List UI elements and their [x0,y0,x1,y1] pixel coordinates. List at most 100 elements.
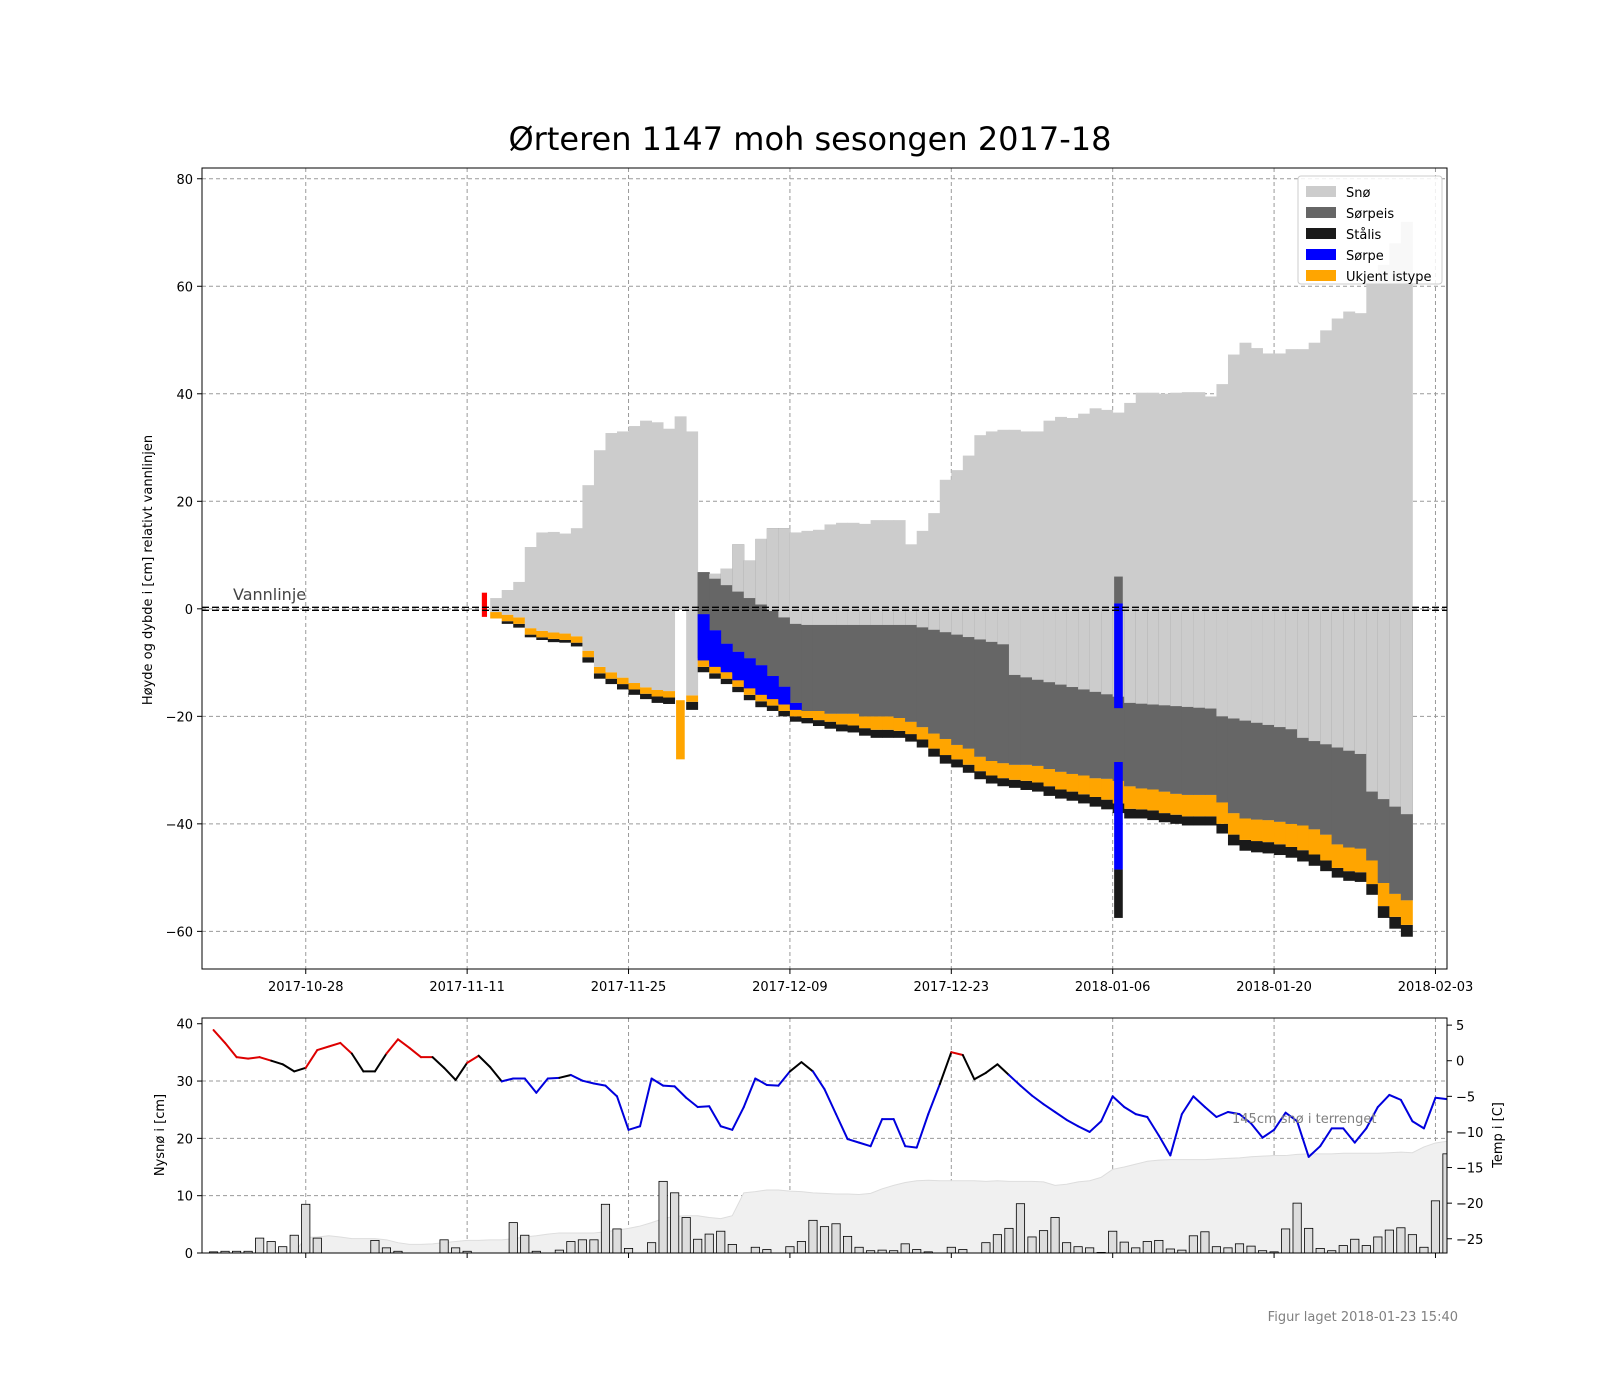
unknown-ice-bar [939,738,952,756]
temp-line-segment [466,1054,480,1064]
snow-bar [1170,392,1183,707]
unknown-ice-bar [859,716,872,729]
unknown-ice-bar [801,710,814,718]
temp-line-segment [408,1046,423,1059]
ice-panel: Vannlinje −60 −40 −20 0 20 40 60 80 2017-10-28 20… [141,167,1473,995]
newsnow-bar [750,1246,760,1253]
snow-bar [1020,431,1033,678]
temp-line-segment [523,1077,538,1094]
temp-line-segment [984,1063,999,1074]
slush-ice-bar [916,627,929,728]
slush-ice-bar [732,608,745,652]
unknown-ice-bar [1320,834,1333,861]
black-ice-bar [1389,916,1402,929]
temp-line-segment [304,1049,319,1069]
slush-ice-bar [1227,718,1240,814]
unknown-ice-bar [1285,823,1298,847]
unknown-ice-bar [1308,829,1321,855]
unknown-ice-bar [1066,773,1079,792]
black-ice-bar [1181,816,1194,826]
snow-bar [720,568,733,586]
temp-line-segment [443,1066,457,1081]
slush-ice-bar [1308,741,1321,830]
newsnow-bar [958,1249,968,1253]
unknown-ice-bar [617,677,629,685]
black-ice-bar [928,748,941,757]
slush-ice-bar [1320,744,1333,835]
temp-line-segment [1169,1113,1183,1157]
snow-bar [663,428,676,692]
black-ice-bar [766,705,779,711]
black-ice-bar [697,666,710,673]
slush-ice-bar [697,572,710,609]
unknown-ice-bar [985,760,998,776]
newsnow-bar [577,1239,587,1253]
temp-line-segment [500,1077,515,1083]
slush-ice-bar [709,578,722,609]
newsnow-bar [1062,1242,1072,1253]
black-ice-bar [1239,839,1252,851]
snow-bar [1112,412,1125,697]
black-ice-bar [801,717,814,724]
temp-line-segment [742,1077,757,1109]
temp-line-segment [327,1041,342,1048]
snow-bar [1274,353,1287,728]
unknown-ice-bar [1389,893,1402,917]
waterline [202,606,1447,611]
temp-line-segment [247,1056,261,1060]
unknown-ice-bar [1331,844,1344,868]
temp-line-segment [477,1054,492,1069]
temp-line-segment [708,1105,722,1128]
black-ice-bar [743,694,756,701]
unknown-ice-bar [1216,802,1229,824]
slush-bar [743,658,756,689]
black-ice-bar [593,673,606,679]
unknown-ice-bar [962,748,975,765]
black-ice-bar [1101,799,1114,810]
unknown-ice-bar [847,713,860,726]
newsnow-bar [704,1233,714,1253]
snow-bar [974,435,987,640]
unknown-ice-bar [1101,778,1114,800]
black-ice-bar [882,729,895,738]
newsnow-bar [508,1222,518,1253]
black-ice-bar [997,778,1010,787]
temp-line-segment [281,1063,296,1073]
newsnow-bar [1154,1239,1164,1253]
slush-ice-bar [778,608,791,687]
black-ice-bar [536,637,549,640]
slush-ice-bar [1285,729,1298,824]
unknown-ice-bar [1181,794,1194,817]
black-ice-bar [893,730,906,738]
legend-label: Ukjent istype [1346,270,1432,285]
newsnow-bar [220,1250,230,1253]
snow-bar [1204,396,1217,709]
snow-bar [1343,311,1356,751]
temp-line-segment [1019,1084,1033,1097]
ice-y-tick-label: 40 [176,388,193,403]
temp-line-segment [1007,1073,1022,1087]
legend-label: Sørpe [1346,249,1384,264]
unknown-ice-bar [1135,788,1148,810]
temp-line-segment [650,1077,665,1087]
black-ice-bar [1193,816,1206,826]
black-ice-bar [859,728,872,736]
newsnow-bar [393,1250,403,1253]
unknown-ice-bar [1193,794,1206,817]
black-ice-bar [1285,846,1298,858]
newsnow-bar [981,1242,991,1253]
snow-bar [836,522,848,625]
newsnow-bar [1234,1243,1245,1253]
newsnow-bar [1384,1229,1394,1253]
temp-line-segment [1042,1103,1057,1113]
temp-line-segment [685,1096,699,1109]
black-ice-bar [501,621,514,624]
unknown-ice-bar [836,713,848,725]
unknown-ice-bar [1078,775,1091,795]
unknown-ice-bar [1262,820,1275,843]
temp-line-segment [996,1063,1010,1076]
snow-bar [628,426,641,684]
slush-ice-bar [697,608,710,615]
unknown-ice-bar [882,716,895,730]
special-column-layer [1114,576,1123,604]
